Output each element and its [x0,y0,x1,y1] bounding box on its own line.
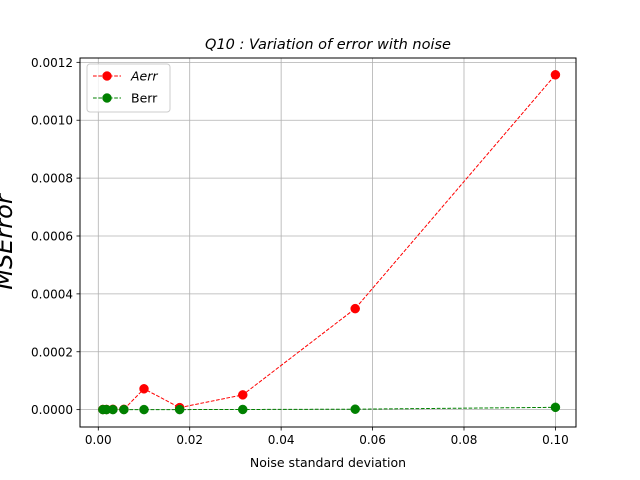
x-tick-label: 0.10 [542,433,569,447]
data-point-aerr [350,303,360,314]
series-berr [98,402,561,415]
legend-label-aerr: Aerr [130,69,158,84]
data-point-berr [119,404,129,415]
legend: Aerr Berr [86,63,171,113]
data-point-aerr [550,70,561,80]
y-axis-label: MSError [0,192,18,290]
data-point-aerr [237,390,248,400]
chart-title: Q10 : Variation of error with noise [205,37,451,53]
x-tick-label: 0.02 [176,433,203,447]
y-tick-label: 0.0012 [31,56,73,70]
legend-entry-aerr: Aerr [93,69,158,84]
x-tick-label: 0.08 [451,433,478,447]
y-tick-label: 0.0000 [31,403,73,417]
plot-area-frame [79,57,577,428]
data-point-aerr [139,384,149,394]
y-tick-label: 0.0006 [31,229,73,243]
x-axis-label: Noise standard deviation [250,455,406,470]
legend-marker-aerr [102,71,112,81]
legend-box [86,63,171,113]
series-line-aerr [102,74,556,410]
data-point-berr [550,402,561,413]
legend-marker-berr [102,93,112,103]
y-tick-label: 0.0002 [31,345,73,359]
y-tick-label: 0.0010 [31,114,73,128]
x-tick-label: 0.00 [85,433,112,447]
series-aerr [98,70,561,415]
data-point-berr [139,404,149,415]
series-layer [98,70,561,415]
axis-ticks: 0.00 0.02 0.04 0.06 0.08 0.10 0.0000 0.0002 0.00… [31,56,569,447]
data-point-berr [174,404,185,415]
x-tick-label: 0.04 [268,433,295,447]
legend-entry-berr: Berr [93,91,158,106]
grid-lines [80,58,576,427]
y-tick-label: 0.0008 [31,172,73,186]
data-point-berr [350,404,360,414]
data-point-berr [237,404,248,415]
data-point-berr [108,404,118,415]
x-tick-label: 0.06 [359,433,386,447]
y-tick-label: 0.0004 [31,287,73,301]
legend-label-berr: Berr [131,91,158,106]
